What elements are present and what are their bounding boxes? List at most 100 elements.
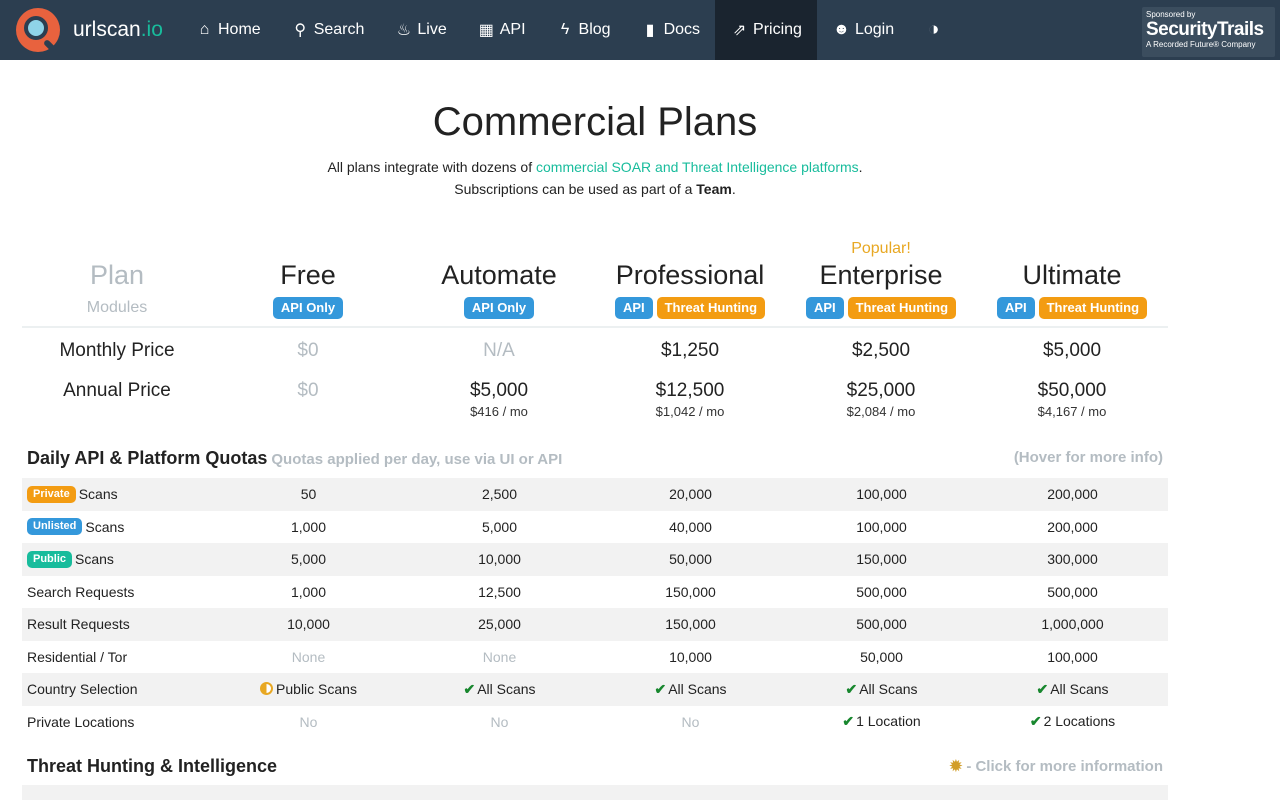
- check-icon: ✔: [1029, 713, 1042, 730]
- row-label: Residential / Tor: [27, 648, 128, 665]
- row-label: Private Scans: [22, 485, 213, 503]
- check-icon: ✔: [654, 680, 667, 697]
- table-cell: ✔ All Scans: [595, 681, 786, 698]
- price-value: $5,000: [1042, 340, 1102, 361]
- table-cell: 10,000: [669, 648, 712, 665]
- public-badge: Public: [27, 550, 73, 568]
- row-label-text: Scans: [75, 551, 114, 568]
- table-cell: 50,000: [669, 551, 712, 568]
- table-cell: 100,000: [1047, 648, 1098, 665]
- monthly-price-ultimate: $5,000: [977, 340, 1167, 362]
- table-cell: 20,000: [669, 486, 712, 503]
- monthly-price-label-text: Monthly Price: [59, 340, 175, 361]
- nav-search[interactable]: ⚲ Search: [276, 0, 380, 60]
- table-cell: 100,000: [856, 486, 907, 503]
- row-label: Search Requests: [27, 583, 135, 600]
- table-cell: 2,500: [481, 486, 518, 503]
- plan-label: Plan: [89, 260, 145, 290]
- row-label-text: Scans: [85, 518, 125, 535]
- module-badge-api-only: API Only: [272, 297, 344, 319]
- click-info-hint: ✹ - Click for more information: [950, 757, 1163, 775]
- hero-line1-text: All plans integrate with dozens of: [327, 159, 537, 175]
- search-icon: ⚲: [294, 22, 307, 39]
- price-value: $50,000: [1037, 380, 1107, 401]
- theme-toggle[interactable]: ◑: [909, 0, 962, 60]
- table-row[interactable]: Unlisted Scans 1,000 5,000 40,000 100,000…: [22, 511, 1168, 544]
- private-badge: Private: [27, 485, 76, 503]
- row-label: Private Locations: [27, 713, 135, 730]
- table-cell: ✔ All Scans: [404, 681, 595, 698]
- annual-price-enterprise: $25,000 $2,084 / mo: [786, 380, 976, 419]
- quotas-note: Quotas applied per day, use via UI or AP…: [271, 451, 563, 468]
- nav-blog-label: Blog: [578, 21, 611, 38]
- table-cell: No: [490, 713, 509, 730]
- table-cell: Public Scans: [213, 681, 404, 697]
- nav-live[interactable]: ♨ Live: [379, 0, 461, 60]
- nav-pricing[interactable]: ⇗ Pricing: [715, 0, 817, 60]
- table-row[interactable]: Private Locations No No No ✔ 1 Location ✔…: [22, 706, 1168, 739]
- table-row[interactable]: Residential / Tor None None 10,000 50,00…: [22, 641, 1168, 674]
- module-badge-api: API: [996, 297, 1035, 319]
- table-cell: 150,000: [856, 551, 907, 568]
- table-cell: 5,000: [481, 518, 518, 535]
- sun-icon: ✹: [949, 758, 963, 775]
- table-cell: No: [299, 713, 318, 730]
- plan-header-enterprise: Popular! Enterprise API Threat Hunting: [786, 240, 976, 319]
- cell-text: Public Scans: [276, 681, 357, 698]
- nav-pricing-label: Pricing: [753, 21, 802, 38]
- plan-header-professional: Professional API Threat Hunting: [595, 240, 785, 319]
- check-icon: ✔: [842, 713, 855, 730]
- nav-home[interactable]: ⌂ Home: [180, 0, 276, 60]
- table-row[interactable]: Country Selection Public Scans ✔ All Scan…: [22, 673, 1168, 706]
- cell-text: 1 Location: [856, 713, 921, 730]
- table-cell: 500,000: [1047, 583, 1098, 600]
- threat-section-title: Threat Hunting & Intelligence: [27, 756, 278, 776]
- annual-price-professional: $12,500 $1,042 / mo: [595, 380, 785, 419]
- table-cell: 300,000: [1047, 551, 1098, 568]
- price-value: $2,500: [851, 340, 911, 361]
- nav-blog[interactable]: ϟ Blog: [541, 0, 626, 60]
- half-circle-icon: [260, 682, 274, 696]
- check-icon: ✔: [463, 680, 476, 697]
- check-icon: ✔: [845, 680, 858, 697]
- urlscan-logo-icon: [16, 8, 60, 52]
- integrations-link[interactable]: commercial SOAR and Threat Intelligence …: [536, 159, 859, 175]
- table-cell: 25,000: [478, 616, 521, 633]
- contrast-icon: ◑: [927, 19, 940, 40]
- nav-api[interactable]: ▦ API: [462, 0, 541, 60]
- hover-hint: (Hover for more info): [1013, 449, 1163, 466]
- bolt-icon: ϟ: [560, 21, 570, 38]
- fire-icon: ♨: [396, 22, 412, 39]
- annual-price-label-text: Annual Price: [63, 380, 171, 401]
- plan-name-free: Free: [280, 260, 336, 290]
- sponsor-line3: A Recorded Future® Company: [1146, 40, 1256, 49]
- price-value: N/A: [483, 340, 515, 361]
- table-row[interactable]: Private Scans 50 2,500 20,000 100,000 200…: [22, 478, 1168, 511]
- nav-home-label: Home: [218, 21, 261, 38]
- table-row[interactable]: Result Requests 10,000 25,000 150,000 50…: [22, 608, 1168, 641]
- row-label-text: Scans: [78, 486, 118, 503]
- table-row: [22, 785, 1168, 800]
- modules-label: Modules: [86, 299, 148, 316]
- table-cell: 5,000: [290, 551, 327, 568]
- table-cell: 100,000: [856, 518, 907, 535]
- top-navbar: urlscan.io ⌂ Home ⚲ Search ♨ Live ▦ API ϟ Blo…: [0, 0, 1280, 60]
- table-cell: 1,000: [290, 583, 327, 600]
- row-label: Country Selection: [27, 681, 138, 698]
- brand-link[interactable]: urlscan.io: [16, 8, 163, 52]
- table-row[interactable]: Search Requests 1,000 12,500 150,000 500…: [22, 576, 1168, 609]
- cell-text: All Scans: [668, 680, 727, 697]
- sponsor-banner[interactable]: Sponsored by SecurityTrails A Recorded F…: [1142, 7, 1275, 57]
- sponsor-line1: Sponsored by: [1146, 10, 1196, 19]
- module-badge-api-only: API Only: [463, 297, 535, 319]
- quotas-table: Private Scans 50 2,500 20,000 100,000 200…: [22, 478, 1168, 738]
- external-link-icon: ⇗: [732, 22, 747, 39]
- table-cell: 150,000: [665, 616, 716, 633]
- nav-login[interactable]: ☻ Login: [817, 0, 909, 60]
- nav-docs[interactable]: ▮ Docs: [626, 0, 715, 60]
- table-row[interactable]: Public Scans 5,000 10,000 50,000 150,000 …: [22, 543, 1168, 576]
- table-cell: 50: [300, 486, 317, 503]
- nav-live-label: Live: [417, 21, 447, 38]
- hero-line1-end: .: [858, 159, 863, 175]
- quotas-title-text: Daily API & Platform Quotas: [27, 448, 268, 468]
